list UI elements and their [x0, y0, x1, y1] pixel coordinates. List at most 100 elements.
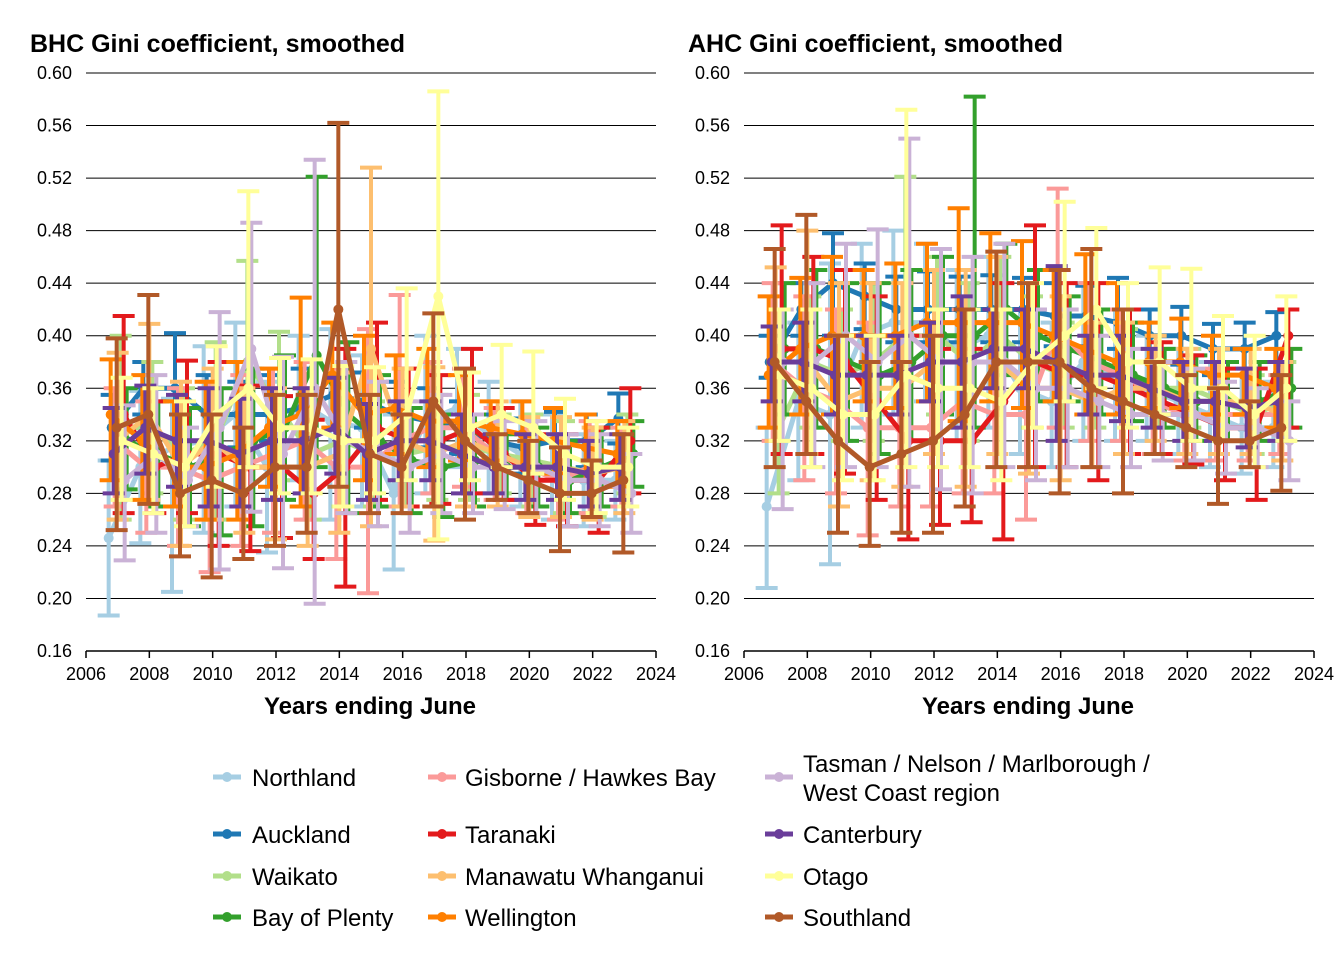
y-tick-label: 0.24 — [695, 536, 730, 556]
legend-label: Auckland — [252, 822, 351, 849]
data-point — [528, 422, 539, 433]
y-tick-label: 0.40 — [695, 326, 730, 346]
legend-label: Canterbury — [803, 822, 922, 849]
data-point — [111, 422, 122, 433]
x-tick-label: 2024 — [1294, 664, 1334, 684]
x-tick-label: 2020 — [509, 664, 549, 684]
x-tick-label: 2016 — [383, 664, 423, 684]
legend-item-gisborne-hawkes-bay: Gisborne / Hawkes Bay — [428, 765, 716, 792]
x-tick-label: 2010 — [193, 664, 233, 684]
y-tick-label: 0.36 — [37, 378, 72, 398]
data-point — [555, 488, 565, 499]
data-point — [1094, 396, 1105, 407]
ahc-panel-title: AHC Gini coefficient, smoothed — [688, 30, 1063, 58]
data-point — [365, 448, 375, 459]
data-point — [206, 475, 217, 486]
y-tick-label: 0.60 — [37, 63, 72, 83]
data-point — [896, 448, 907, 459]
data-point — [901, 370, 912, 381]
data-point — [1249, 409, 1260, 420]
y-tick-label: 0.56 — [37, 116, 72, 136]
legend-item-wellington: Wellington — [428, 905, 577, 932]
x-tick-label: 2022 — [1231, 664, 1271, 684]
data-point — [959, 409, 970, 420]
legend-swatch-dot — [774, 829, 784, 839]
data-point — [1186, 383, 1197, 394]
data-point — [243, 383, 254, 394]
data-point — [964, 383, 975, 394]
data-point — [301, 462, 312, 473]
y-tick-label: 0.16 — [37, 641, 72, 661]
legend-label-line-1: Tasman / Nelson / Marlborough / — [803, 751, 1150, 778]
data-point — [338, 435, 349, 446]
data-point — [366, 343, 376, 354]
x-tick-label: 2006 — [66, 664, 106, 684]
legend-item-taranaki: Taranaki — [428, 822, 556, 849]
data-point — [148, 448, 159, 459]
legend-item-tasman-nelson-marlborough-west-coast: Tasman / Nelson / Marlborough / West Coa… — [765, 751, 1150, 807]
data-point — [116, 435, 127, 446]
data-point — [560, 448, 570, 459]
legend-item-otago: Otago — [765, 864, 868, 891]
bhc-panel-title: BHC Gini coefficient, smoothed — [30, 30, 405, 58]
bhc-panel: BHC Gini coefficient, smoothed 0.16 0.20 0… — [30, 30, 676, 720]
legend-swatch-dot — [774, 871, 784, 881]
y-tick-label: 0.60 — [695, 63, 730, 83]
y-tick-label: 0.48 — [37, 221, 72, 241]
data-point — [761, 501, 772, 512]
bhc-series-layer — [97, 89, 645, 618]
ahc-x-axis-label: Years ending June — [922, 693, 1134, 720]
data-point — [991, 357, 1002, 367]
legend-swatch-dot — [222, 829, 232, 839]
y-tick-label: 0.44 — [695, 273, 730, 293]
legend-item-northland: Northland — [213, 765, 356, 792]
ahc-x-axis: 2006 2008 2010 2012 2014 2016 2018 2020 2022 2024 — [724, 650, 1334, 684]
x-tick-label: 2020 — [1167, 664, 1207, 684]
data-point — [1276, 422, 1287, 433]
data-point — [1244, 435, 1255, 446]
x-tick-label: 2008 — [129, 664, 169, 684]
y-tick-label: 0.20 — [37, 588, 72, 608]
x-tick-label: 2010 — [851, 664, 891, 684]
legend: Northland Auckland Waikato Bay of Plenty… — [213, 751, 1150, 932]
legend-item-bay-of-plenty: Bay of Plenty — [213, 905, 393, 932]
x-tick-label: 2014 — [977, 664, 1017, 684]
data-point — [769, 357, 780, 367]
ahc-panel: AHC Gini coefficient, smoothed 0.160.200… — [688, 30, 1334, 720]
data-point — [1054, 357, 1065, 367]
x-tick-label: 2012 — [914, 664, 954, 684]
legend-label-line-2: West Coast region — [803, 780, 1000, 807]
legend-swatch-dot — [437, 829, 447, 839]
data-point — [180, 462, 190, 473]
data-point — [175, 488, 185, 499]
data-point — [586, 488, 597, 499]
data-point — [270, 462, 280, 473]
x-tick-label: 2012 — [256, 664, 296, 684]
data-point — [396, 462, 407, 473]
y-tick-label: 0.56 — [695, 116, 730, 136]
data-point — [433, 291, 444, 302]
legend-swatch-dot — [437, 772, 447, 782]
y-tick-label: 0.32 — [37, 431, 72, 451]
y-tick-label: 0.48 — [695, 221, 730, 241]
legend-label: Taranaki — [465, 822, 556, 849]
data-point — [460, 435, 470, 446]
y-tick-label: 0.24 — [37, 536, 72, 556]
legend-item-waikato: Waikato — [213, 864, 338, 891]
ahc-series-layer — [755, 94, 1303, 590]
data-point — [1271, 330, 1282, 341]
bhc-x-axis-label: Years ending June — [264, 693, 476, 720]
legend-swatch-dot — [222, 912, 232, 922]
data-point — [928, 435, 938, 446]
legend-label: Gisborne / Hawkes Bay — [465, 765, 716, 792]
y-tick-label: 0.52 — [37, 168, 72, 188]
data-point — [143, 409, 154, 420]
legend-swatch-dot — [437, 912, 447, 922]
legend-swatch-dot — [437, 871, 447, 881]
y-tick-label: 0.28 — [37, 483, 72, 503]
y-tick-label: 0.16 — [695, 641, 730, 661]
y-tick-label: 0.52 — [695, 168, 730, 188]
x-tick-label: 2006 — [724, 664, 764, 684]
